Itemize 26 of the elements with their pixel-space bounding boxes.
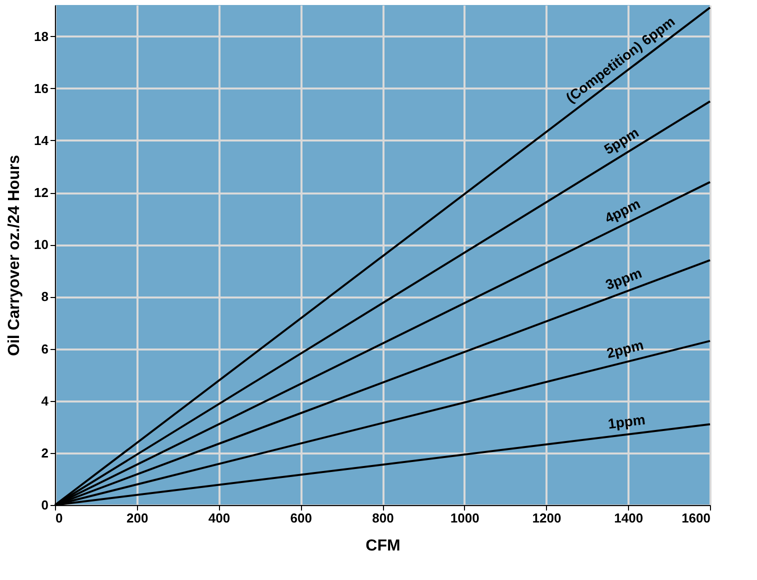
y-tick-label: 10 [34, 237, 48, 252]
y-tick-label: 0 [41, 498, 48, 512]
y-tick-label: 12 [34, 185, 48, 200]
text: 4ppm [602, 195, 643, 226]
y-tick-label: 6 [41, 341, 48, 356]
y-tick-label: 14 [34, 132, 50, 148]
y-tick-label: 4 [41, 393, 50, 408]
y-tick-label: 8 [41, 289, 48, 304]
y-axis-title: Oil Carryover oz./24 Hours [6, 154, 24, 356]
y-tick-label: 16 [34, 80, 48, 96]
text: 2ppm [604, 336, 646, 362]
text: 5ppm [601, 124, 642, 158]
x-tick-label: 200 [126, 510, 148, 526]
x-tick-label: 1200 [532, 510, 562, 526]
y-tick-label: 2 [41, 445, 48, 460]
text: 3ppm [603, 264, 644, 293]
x-tick-label: 1400 [614, 510, 644, 526]
x-tick-label: 600 [290, 510, 312, 526]
x-tick-label: 800 [372, 510, 394, 526]
x-tick-label: 0 [56, 510, 63, 526]
x-axis-title: CFM [366, 538, 400, 554]
x-tick-label: 1600 [682, 510, 710, 526]
text: 1ppm [607, 411, 646, 432]
y-tick-label: 18 [34, 28, 48, 44]
x-tick-label: 1000 [450, 510, 480, 526]
x-tick-label: 400 [208, 510, 230, 526]
